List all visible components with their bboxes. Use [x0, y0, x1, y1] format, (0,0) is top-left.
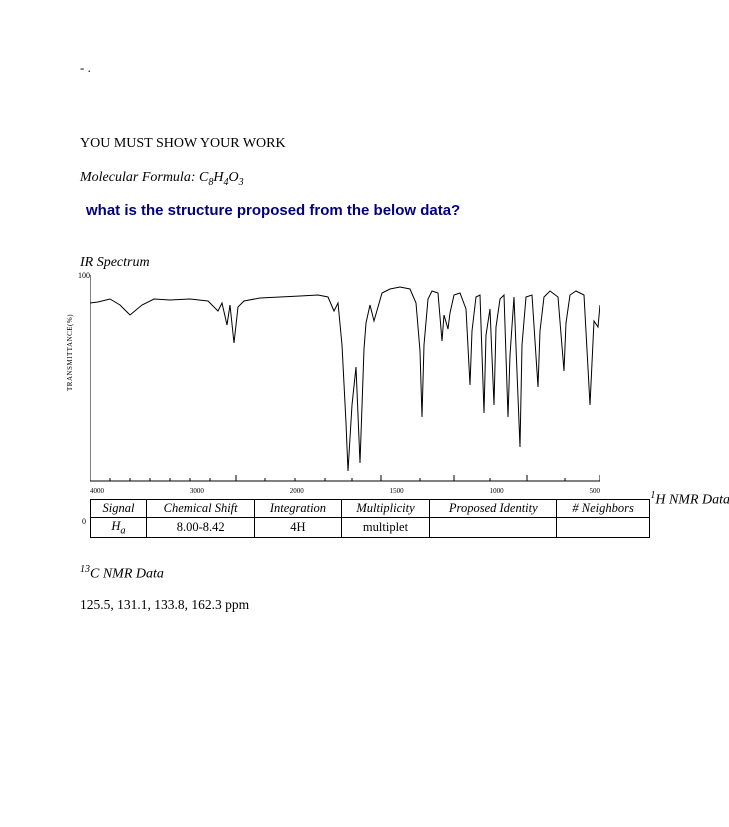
cell-integration: 4H [255, 517, 341, 538]
ytick-100: 100 [78, 271, 90, 280]
h-nmr-text: H NMR Data [655, 492, 729, 507]
yaxis-label: TRANSMITTANCE(%) [66, 314, 74, 391]
c13-nmr-label: 13C NMR Data [80, 564, 649, 583]
top-dash: - . [80, 60, 649, 76]
c13-sup: 13 [80, 564, 90, 575]
formula-sub3: 3 [239, 177, 244, 188]
xaxis-ticks: 4000 3000 2000 1500 1000 500 [90, 487, 600, 495]
col-neighbors: # Neighbors [557, 499, 650, 517]
formula-h: H [213, 170, 223, 185]
col-identity: Proposed Identity [430, 499, 557, 517]
table-header-row: Signal Chemical Shift Integration Multip… [91, 499, 650, 517]
document-page: - . YOU MUST SHOW YOUR WORK Molecular Fo… [0, 0, 729, 653]
cell-neighbors [557, 517, 650, 538]
xtick-500: 500 [589, 487, 600, 495]
formula-c: C [199, 170, 208, 185]
ytick-0: 0 [82, 517, 86, 526]
xtick-2000: 2000 [290, 487, 304, 495]
cell-signal: Ha [91, 517, 147, 538]
xtick-1500: 1500 [390, 487, 404, 495]
c13-nmr-values: 125.5, 131.1, 133.8, 162.3 ppm [80, 597, 649, 613]
instruction-heading: YOU MUST SHOW YOUR WORK [80, 136, 649, 152]
ir-spectrum-container: 100 0 TRANSMITTANCE(%) [80, 275, 610, 539]
table-row: Ha 8.00-8.42 4H multiplet [91, 517, 650, 538]
xtick-4000: 4000 [90, 487, 104, 495]
col-integration: Integration [255, 499, 341, 517]
ir-spectrum-label: IR Spectrum [80, 255, 649, 271]
xtick-1000: 1000 [490, 487, 504, 495]
nmr-data-table: Signal Chemical Shift Integration Multip… [90, 499, 650, 539]
c13-text: C NMR Data [90, 567, 164, 582]
signal-sub: a [120, 525, 125, 536]
col-shift: Chemical Shift [147, 499, 255, 517]
ir-spectrum-chart [90, 275, 600, 485]
xtick-3000: 3000 [190, 487, 204, 495]
molecular-formula: Molecular Formula: C8H4O3 [80, 170, 649, 188]
cell-identity [430, 517, 557, 538]
cell-shift: 8.00-8.42 [147, 517, 255, 538]
formula-prefix: Molecular Formula: [80, 170, 199, 185]
question-text: what is the structure proposed from the … [80, 202, 649, 219]
col-signal: Signal [91, 499, 147, 517]
cell-multiplicity: multiplet [341, 517, 430, 538]
formula-o: O [228, 170, 238, 185]
h-nmr-label: 1H NMR Data [650, 490, 729, 509]
col-multiplicity: Multiplicity [341, 499, 430, 517]
